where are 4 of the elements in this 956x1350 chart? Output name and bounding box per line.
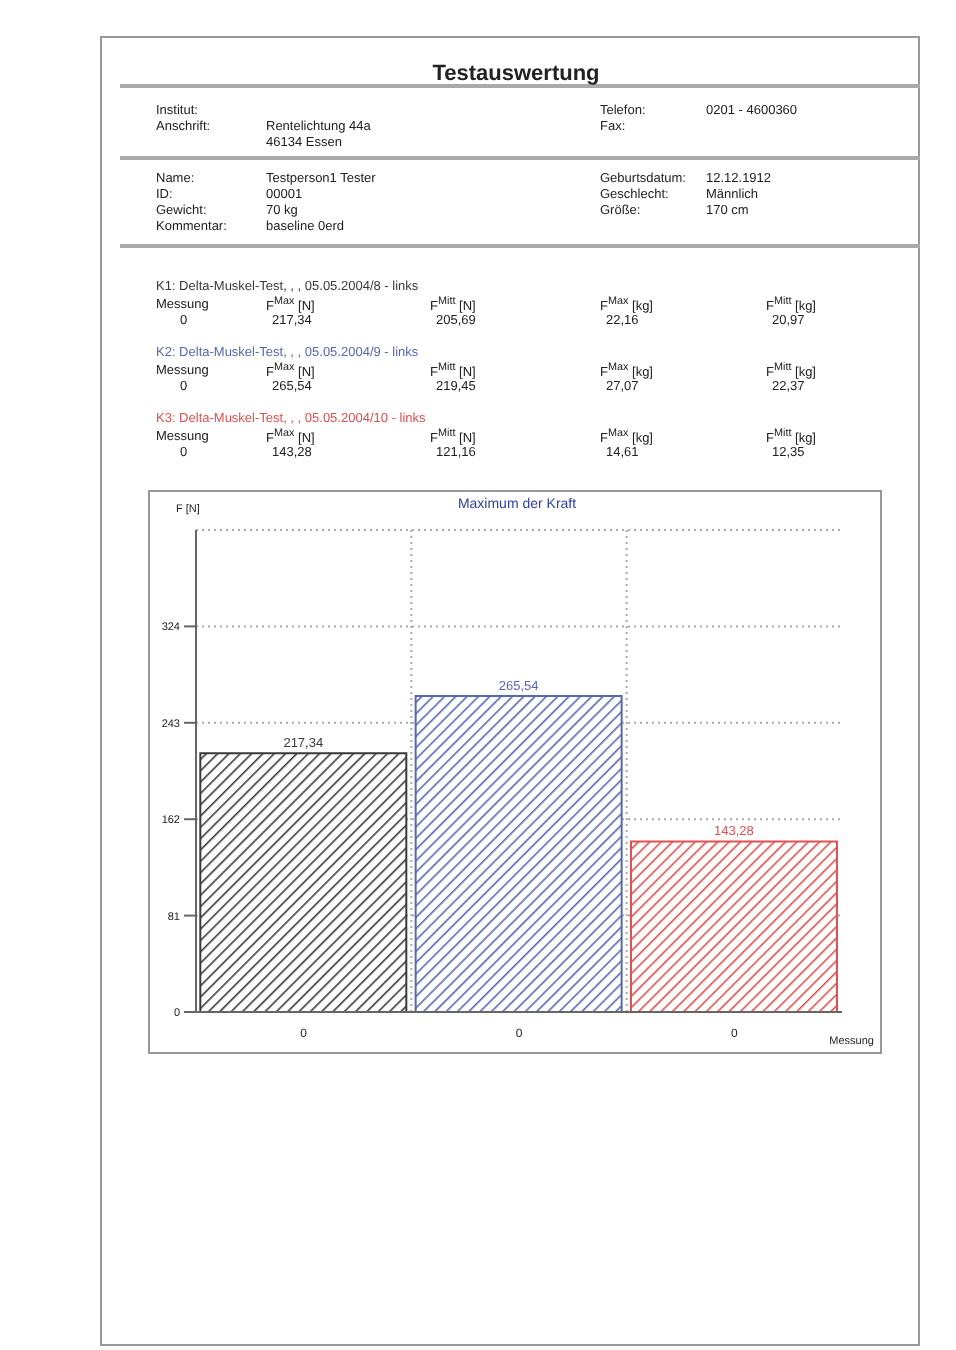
text: Testauswertung [432, 62, 600, 86]
bar [199, 752, 408, 1012]
bar [414, 694, 623, 1012]
bar [629, 840, 838, 1012]
